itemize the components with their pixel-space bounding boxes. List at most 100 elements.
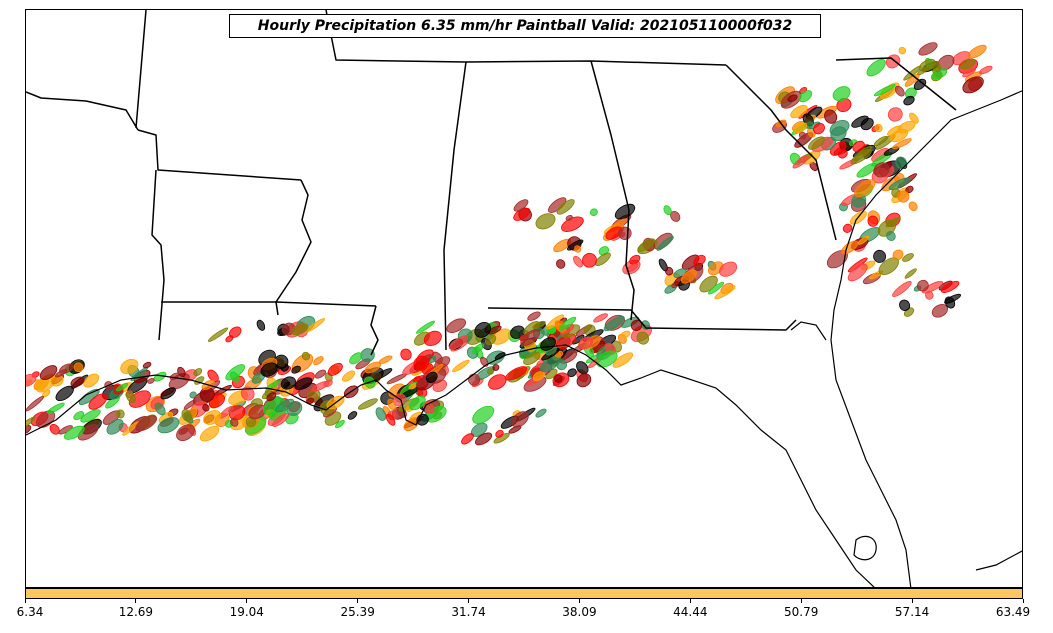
precip-blob: [670, 210, 681, 222]
colorbar-tick: [357, 599, 359, 603]
precip-blob: [474, 322, 491, 338]
precip-blob: [35, 378, 45, 392]
precip-blob: [265, 380, 281, 391]
precip-blob: [154, 402, 166, 416]
precip-blob: [656, 235, 674, 251]
precip-blob: [520, 329, 541, 346]
precip-blob: [480, 356, 489, 367]
precip-blob: [452, 359, 470, 373]
precip-blob: [511, 411, 529, 428]
precip-blob: [323, 379, 333, 388]
precip-blob: [425, 371, 438, 384]
precip-blob: [867, 215, 879, 227]
precip-blob: [808, 136, 825, 150]
precip-blob: [979, 65, 993, 75]
precip-blob: [508, 425, 522, 434]
precip-blob: [913, 78, 927, 91]
precip-blob: [897, 190, 910, 203]
precip-blob: [967, 44, 987, 59]
precip-blob: [360, 348, 375, 363]
precip-blob: [620, 330, 631, 339]
precip-blob: [157, 417, 180, 434]
precip-blob: [959, 58, 976, 70]
precip-blob: [26, 373, 37, 387]
precip-blob: [962, 76, 984, 94]
precip-blob: [116, 382, 129, 392]
precip-blob: [813, 122, 825, 135]
precip-blob: [851, 115, 869, 128]
lake-okeechobee: [853, 535, 877, 561]
precip-blob: [576, 373, 592, 388]
precip-blob: [874, 123, 883, 133]
precip-blob: [183, 399, 196, 410]
gulf-coast: [26, 344, 875, 587]
precip-blob: [260, 362, 278, 377]
precip-blob: [873, 162, 890, 178]
precip-blob: [176, 424, 195, 441]
map-title: Hourly Precipitation 6.35 mm/hr Paintbal…: [229, 14, 821, 38]
precip-blob: [375, 407, 387, 421]
precip-blob: [556, 359, 568, 371]
precip-blob: [904, 268, 917, 279]
precip-blob: [714, 285, 736, 300]
precip-blob: [558, 316, 577, 331]
precip-blob: [681, 269, 697, 284]
colorbar-tick-label: 57.14: [894, 605, 930, 619]
precip-blob: [229, 371, 240, 383]
precip-blob: [347, 411, 358, 420]
precip-blob: [46, 402, 65, 414]
map-panel[interactable]: Hourly Precipitation 6.35 mm/hr Paintbal…: [25, 9, 1023, 588]
precip-blob: [663, 205, 672, 216]
oklahoma-kansas-border: [26, 91, 139, 131]
precip-blob: [918, 42, 938, 56]
precip-blob: [962, 68, 976, 78]
precip-blob: [54, 369, 68, 378]
precip-blob: [892, 281, 912, 297]
precip-blob: [423, 330, 442, 347]
precip-blob: [313, 356, 324, 366]
precip-blob: [574, 245, 582, 253]
precip-blob: [556, 199, 575, 215]
precip-blob: [39, 365, 58, 381]
precip-blob: [787, 94, 798, 103]
precip-blob: [593, 313, 608, 323]
precip-blob: [578, 336, 593, 350]
colorbar-tick-label: 44.44: [673, 605, 708, 619]
precip-blob: [873, 84, 896, 97]
precip-blob: [944, 293, 962, 304]
precip-blob: [719, 261, 738, 277]
precip-blob: [461, 433, 474, 445]
precip-blob: [413, 355, 429, 371]
precip-blob: [793, 122, 808, 134]
precip-blob: [513, 199, 529, 212]
precip-blob: [256, 319, 266, 331]
precip-blob: [790, 104, 808, 119]
alabama-florida-border: [487, 307, 797, 331]
precip-blob: [446, 318, 467, 333]
precip-blob: [106, 418, 124, 435]
precip-blob: [448, 335, 469, 350]
precip-blob: [527, 311, 541, 321]
precip-blob: [909, 112, 919, 124]
colorbar-tick-label: 25.39: [340, 605, 375, 619]
precip-blob: [415, 320, 436, 334]
precip-blob: [314, 369, 326, 379]
colorbar-tick: [689, 599, 691, 603]
precip-blob: [931, 304, 949, 318]
precip-blob: [193, 368, 203, 377]
precip-blob: [122, 421, 139, 436]
precip-blob: [626, 263, 639, 273]
precip-blob: [596, 350, 618, 368]
precip-blob: [88, 393, 108, 410]
precip-blob: [341, 370, 356, 382]
state-boundaries: [26, 10, 957, 356]
precip-blob: [487, 368, 494, 375]
precip-blob: [230, 418, 239, 427]
precip-blob: [798, 90, 813, 103]
precip-blob: [202, 404, 210, 412]
colorbar-tick: [246, 599, 248, 603]
colorbar-tick: [468, 599, 470, 603]
precip-blob: [576, 361, 589, 375]
colorbar-tick: [24, 599, 26, 603]
colorbar-tick-label: 19.04: [229, 605, 264, 619]
